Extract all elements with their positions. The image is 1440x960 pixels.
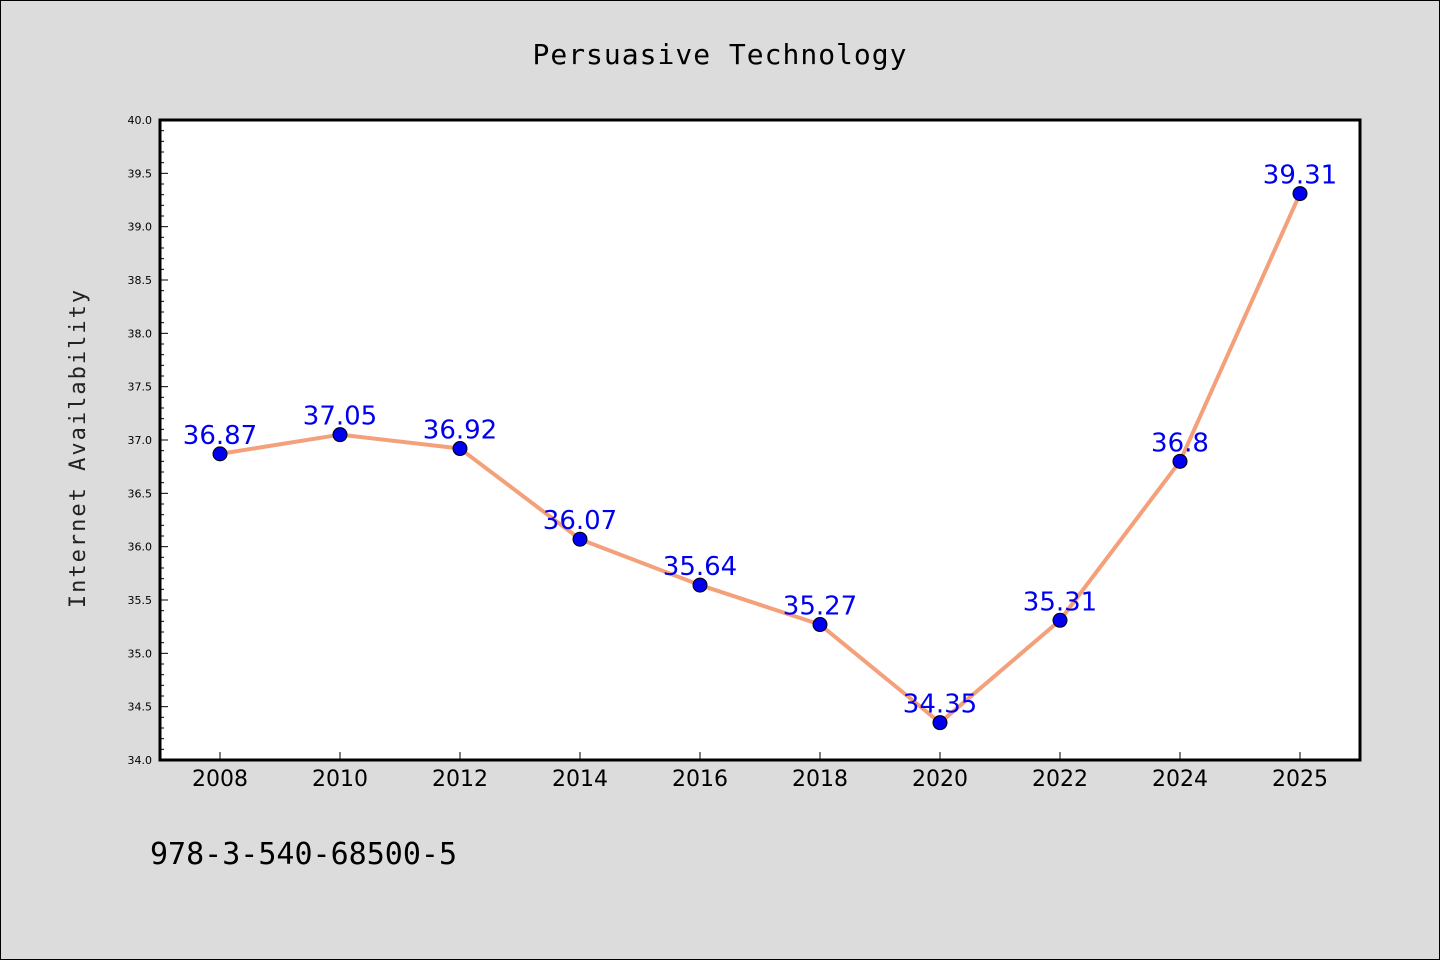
y-tick-label: 34.0 xyxy=(128,754,153,767)
series-line-group: 36.87 37.05 36.92 36.07 35.64 35.27 34.35 35.31… xyxy=(183,161,1337,731)
y-tick-label: 35.5 xyxy=(128,594,153,607)
data-point xyxy=(1292,186,1308,202)
plot-frame xyxy=(158,118,1362,762)
x-tick-label: 2008 xyxy=(192,767,248,792)
y-tick-label: 40.0 xyxy=(128,114,153,127)
data-point xyxy=(212,446,228,462)
data-point xyxy=(1172,453,1188,469)
y-tick-label: 36.5 xyxy=(128,487,153,500)
x-tick-label: 2022 xyxy=(1032,767,1088,792)
data-label: 36.87 xyxy=(183,421,257,451)
x-tick-label: 2014 xyxy=(552,767,608,792)
data-label: 34.35 xyxy=(903,690,977,720)
plot-area xyxy=(160,120,1360,760)
data-label: 35.64 xyxy=(663,552,737,582)
data-label: 35.31 xyxy=(1023,587,1097,617)
data-point xyxy=(452,441,468,457)
data-label: 36.92 xyxy=(423,416,497,446)
x-tick-label: 2025 xyxy=(1272,767,1328,792)
x-tick-label: 2020 xyxy=(912,767,968,792)
data-label: 36.8 xyxy=(1151,428,1209,458)
footer-isbn: 978-3-540-68500-5 xyxy=(150,837,457,872)
y-tick-label: 36.0 xyxy=(128,541,153,554)
chart-title: Persuasive Technology xyxy=(532,38,907,71)
data-point xyxy=(812,617,828,633)
x-tick-label: 2024 xyxy=(1152,767,1208,792)
y-tick-label: 37.5 xyxy=(128,381,153,394)
x-tick-label: 2012 xyxy=(432,767,488,792)
x-tick-label: 2010 xyxy=(312,767,368,792)
y-axis-label: Internet Availability xyxy=(66,288,91,608)
y-tick-label: 34.5 xyxy=(128,701,153,714)
y-tick-label: 38.5 xyxy=(128,274,153,287)
data-point xyxy=(692,577,708,593)
y-tick-label: 38.0 xyxy=(128,327,153,340)
data-label: 39.31 xyxy=(1263,161,1337,191)
x-axis-ticks: 2008 2010 2012 2014 2016 2018 2020 2022 2024 2025 xyxy=(192,752,1328,792)
y-tick-label: 35.0 xyxy=(128,647,153,660)
y-tick-label: 39.5 xyxy=(128,167,153,180)
data-point xyxy=(1052,612,1068,628)
data-point xyxy=(572,531,588,547)
data-point xyxy=(932,715,948,731)
x-tick-label: 2016 xyxy=(672,767,728,792)
data-label: 37.05 xyxy=(303,402,377,432)
data-point xyxy=(332,427,348,443)
data-label: 35.27 xyxy=(783,592,857,622)
y-tick-label: 39.0 xyxy=(128,221,153,234)
x-tick-label: 2018 xyxy=(792,767,848,792)
y-tick-label: 37.0 xyxy=(128,434,153,447)
data-label: 36.07 xyxy=(543,506,617,536)
series-line xyxy=(218,191,1302,725)
